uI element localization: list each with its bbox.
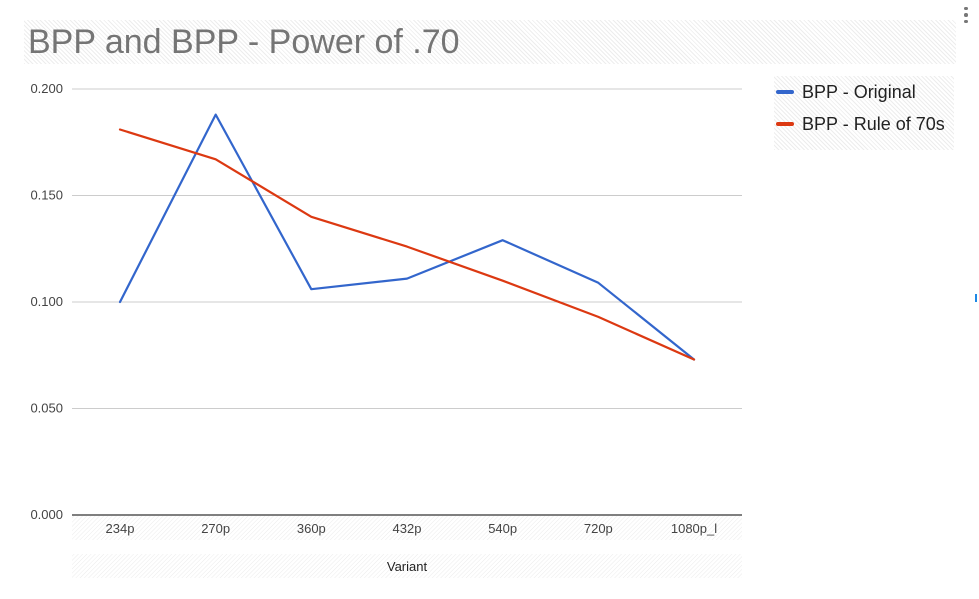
data-point[interactable] <box>117 126 123 132</box>
series-line-bpp-rule-of-70s[interactable] <box>118 128 696 361</box>
x-axis-title-band <box>72 554 742 578</box>
legend-item-bpp-rule-of-70s[interactable]: BPP - Rule of 70s <box>774 108 954 140</box>
data-point[interactable] <box>308 286 314 292</box>
legend-swatch-red <box>776 122 794 126</box>
y-axis-ticks: 0.000 0.050 0.100 0.150 0.200 <box>30 81 63 522</box>
data-point[interactable] <box>595 280 601 286</box>
x-axis-label-band <box>72 516 742 540</box>
menu-dot <box>964 6 968 11</box>
y-tick-label: 0.150 <box>30 188 63 203</box>
data-point[interactable] <box>691 357 697 363</box>
data-point[interactable] <box>404 244 410 250</box>
x-axis-title: Variant <box>387 559 428 574</box>
data-point[interactable] <box>213 156 219 162</box>
gridlines <box>72 88 742 516</box>
x-tick-label: 540p <box>488 521 517 536</box>
edge-marker <box>975 294 977 302</box>
legend-item-bpp-original[interactable]: BPP - Original <box>774 76 954 108</box>
x-tick-label: 720p <box>584 521 613 536</box>
y-tick-label: 0.100 <box>30 294 63 309</box>
series-line-bpp-original[interactable] <box>118 113 696 361</box>
x-tick-label: 270p <box>201 521 230 536</box>
data-point[interactable] <box>404 276 410 282</box>
x-axis-ticks: 234p 270p 360p 432p 540p 720p 1080p_l <box>106 521 718 536</box>
y-tick-label: 0.200 <box>30 81 63 96</box>
chart-title: BPP and BPP - Power of .70 <box>24 20 956 64</box>
x-tick-label: 1080p_l <box>671 521 717 536</box>
x-tick-label: 360p <box>297 521 326 536</box>
data-point[interactable] <box>595 314 601 320</box>
x-tick-label: 234p <box>106 521 135 536</box>
y-tick-label: 0.000 <box>30 507 63 522</box>
x-tick-label: 432p <box>393 521 422 536</box>
data-point[interactable] <box>500 237 506 243</box>
menu-dot <box>964 13 968 17</box>
menu-dot <box>964 19 968 24</box>
data-point[interactable] <box>213 112 219 118</box>
legend-swatch-blue <box>776 90 794 94</box>
y-tick-label: 0.050 <box>30 401 63 416</box>
legend-label: BPP - Rule of 70s <box>802 113 945 134</box>
data-point[interactable] <box>117 299 123 305</box>
data-point[interactable] <box>500 278 506 284</box>
more-options-icon[interactable] <box>958 2 974 28</box>
data-point[interactable] <box>308 214 314 220</box>
legend-label: BPP - Original <box>802 81 916 102</box>
chart-legend: BPP - Original BPP - Rule of 70s <box>774 76 954 150</box>
series-lines <box>117 112 697 363</box>
